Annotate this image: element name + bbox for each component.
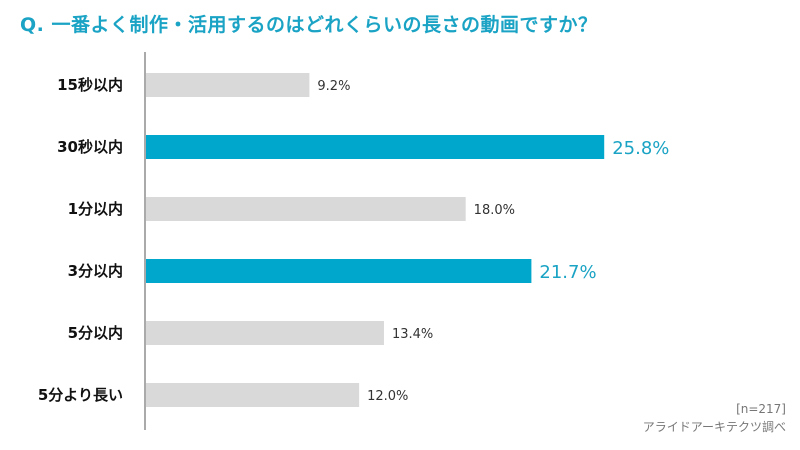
bar bbox=[146, 73, 310, 97]
bar bbox=[146, 197, 466, 221]
category-label: 15秒以内 bbox=[57, 76, 123, 94]
category-label: 1分以内 bbox=[68, 200, 123, 218]
category-label: 5分以内 bbox=[68, 324, 123, 342]
category-label: 5分より長い bbox=[38, 386, 123, 404]
bar bbox=[146, 135, 605, 159]
value-label: 25.8% bbox=[612, 138, 669, 159]
value-label: 21.7% bbox=[539, 262, 596, 283]
bar bbox=[146, 321, 384, 345]
chart-title: Q. 一番よく制作・活用するのはどれくらいの長さの動画ですか？ bbox=[20, 14, 598, 36]
value-label: 13.4% bbox=[392, 327, 433, 342]
bar bbox=[146, 383, 360, 407]
value-label: 9.2% bbox=[317, 79, 350, 94]
bar bbox=[146, 259, 532, 283]
bars-group: 15秒以内 9.2% 30秒以内 25.8% 1分以内 18.0% 3分以内 21.7% 5分以… bbox=[38, 73, 669, 407]
category-label: 3分以内 bbox=[68, 262, 123, 280]
sample-size-note: [n=217] bbox=[736, 402, 786, 416]
category-label: 30秒以内 bbox=[57, 138, 123, 156]
value-label: 18.0% bbox=[474, 203, 515, 218]
source-note: アライドアーキテクツ調べ bbox=[642, 420, 786, 434]
value-label: 12.0% bbox=[367, 389, 408, 404]
